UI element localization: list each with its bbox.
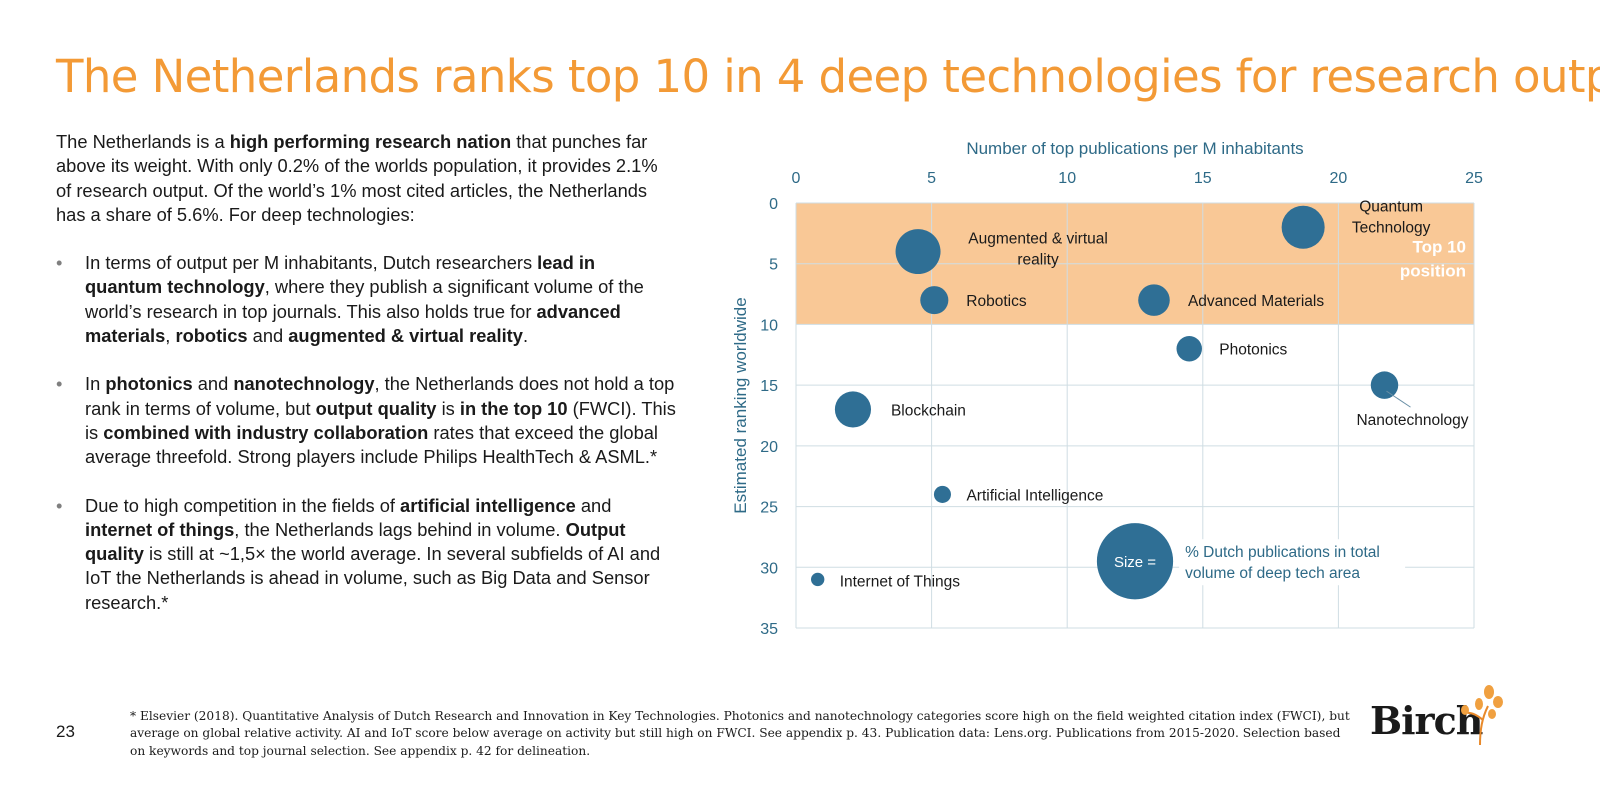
bullet-item: In photonics and nanotechnology, the Net…	[56, 372, 676, 469]
bubble-quantum-technology	[1281, 205, 1325, 249]
size-legend-textbox	[1179, 539, 1406, 586]
y-axis-title: Estimated ranking worldwide	[731, 297, 750, 513]
bullet-seg: (FWCI). This is	[85, 397, 676, 443]
footnote: * Elsevier (2018). Quantitative Analysis…	[130, 709, 1350, 758]
bubble-chart: 0 5 10 15 20 25 0 5 10 15 20 25 30 35 Number of top pu…	[731, 139, 1483, 638]
size-legend-inside: Size =	[1114, 554, 1156, 571]
bullet-list: In terms of output per M inhabitants, Du…	[56, 251, 676, 615]
y-tick-label: 20	[760, 439, 778, 456]
size-legend-text: volume of deep tech area	[1185, 565, 1360, 582]
bullet-seg: advanced materials	[85, 300, 621, 347]
x-tick-label: 5	[927, 170, 936, 187]
bullet-seg: .	[522, 325, 529, 347]
y-tick-label: 10	[760, 317, 778, 334]
bullet-seg: In	[85, 373, 106, 395]
bubble-label: reality	[1017, 252, 1059, 269]
bubble-internet-of-things	[811, 572, 825, 587]
bullet-seg: is still at ~1,5× the world average. In …	[85, 543, 661, 613]
bullet-seg: lead in quantum technology	[85, 252, 596, 298]
bullet-seg: augmented & virtual reality	[288, 325, 523, 347]
body-text: The Netherlands is a high performing res…	[56, 130, 676, 639]
bullet-seg: , the Netherlands lags behind in volume.	[234, 518, 566, 540]
bubble-label: Nanotechnology	[1356, 412, 1468, 429]
y-tick-label: 35	[760, 621, 778, 638]
intro-seg: that punches far above its weight. With …	[56, 131, 658, 225]
bullet-seg: artificial intelligence	[400, 494, 576, 516]
bullet-seg: internet of things	[85, 518, 235, 540]
bubble-advanced-materials	[1138, 284, 1170, 316]
bubble-label: Technology	[1352, 219, 1431, 236]
bubble-label: Robotics	[966, 293, 1027, 310]
leaf-icon	[1461, 685, 1503, 746]
bullet-seg: ,	[165, 325, 176, 347]
bullet-seg: and	[247, 325, 289, 347]
y-tick-label: 30	[760, 560, 778, 577]
nanotech-leader-line	[1386, 390, 1411, 408]
bullet-seg: output quality	[315, 397, 437, 419]
bullet-seg: In terms of output per M inhabitants, Du…	[85, 252, 538, 274]
bubble-artificial-intelligence	[933, 485, 951, 503]
bullet-seg: photonics	[105, 373, 193, 395]
bullet-seg: and	[575, 494, 612, 516]
bubble-label: Internet of Things	[840, 573, 961, 590]
intro-seg: high performing research nation	[229, 131, 512, 152]
bullet-seg: rates that exceed the global average thr…	[85, 421, 658, 468]
x-axis-title: Number of top publications per M inhabit…	[966, 139, 1303, 158]
x-tick-label: 20	[1330, 170, 1348, 187]
y-tick-label: 15	[760, 378, 778, 395]
y-tick-label: 0	[769, 196, 778, 213]
bubble-label: Advanced Materials	[1188, 293, 1324, 310]
bullet-seg: Due to high competition in the fields of	[85, 494, 401, 516]
bullet-seg: in the top 10	[459, 397, 568, 419]
intro-seg: The Netherlands is a	[56, 131, 230, 152]
bullet-seg: robotics	[175, 325, 248, 347]
bubble-label: Blockchain	[891, 402, 966, 419]
bullet-seg: , the Netherlands does not hold a top ra…	[85, 373, 675, 419]
page-title: The Netherlands ranks top 10 in 4 deep t…	[56, 50, 1600, 103]
birch-logo: Birch	[1362, 680, 1512, 750]
x-tick-label: 0	[792, 170, 801, 187]
top10-label: Top 10	[1412, 237, 1466, 256]
bubble-nanotechnology	[1370, 371, 1399, 399]
bubble-label: Quantum	[1359, 198, 1423, 215]
y-tick-label: 5	[769, 257, 778, 274]
bubble-photonics	[1176, 335, 1202, 362]
bullet-item: Due to high competition in the fields of…	[56, 494, 676, 615]
bullet-seg: is	[436, 397, 460, 419]
x-tick-label: 15	[1194, 170, 1212, 187]
y-tick-label: 25	[760, 500, 778, 517]
x-tick-label: 25	[1465, 170, 1483, 187]
x-tick-label: 10	[1058, 170, 1076, 187]
bubble-blockchain	[834, 391, 872, 428]
bullet-seg: nanotechnology	[233, 373, 375, 395]
bullet-item: In terms of output per M inhabitants, Du…	[56, 251, 676, 348]
bullet-seg: Output quality	[85, 518, 626, 565]
size-legend-bubble	[1096, 523, 1174, 600]
bullet-seg: combined with industry collaboration	[103, 421, 429, 443]
top10-label: position	[1400, 261, 1466, 280]
bullet-seg: and	[192, 373, 234, 395]
page-number: 23	[56, 722, 75, 741]
bubble-label: Photonics	[1219, 342, 1287, 359]
bullet-seg: , where they publish a significant volum…	[85, 276, 644, 322]
bubble-label: Artificial Intelligence	[966, 487, 1103, 504]
size-legend-text: % Dutch publications in total	[1185, 544, 1380, 561]
bubble-robotics	[920, 286, 949, 315]
intro-paragraph: The Netherlands is a high performing res…	[56, 130, 676, 227]
bubble-augmented-virtual-reality	[895, 229, 941, 275]
bubble-label: Augmented & virtual	[968, 231, 1108, 248]
